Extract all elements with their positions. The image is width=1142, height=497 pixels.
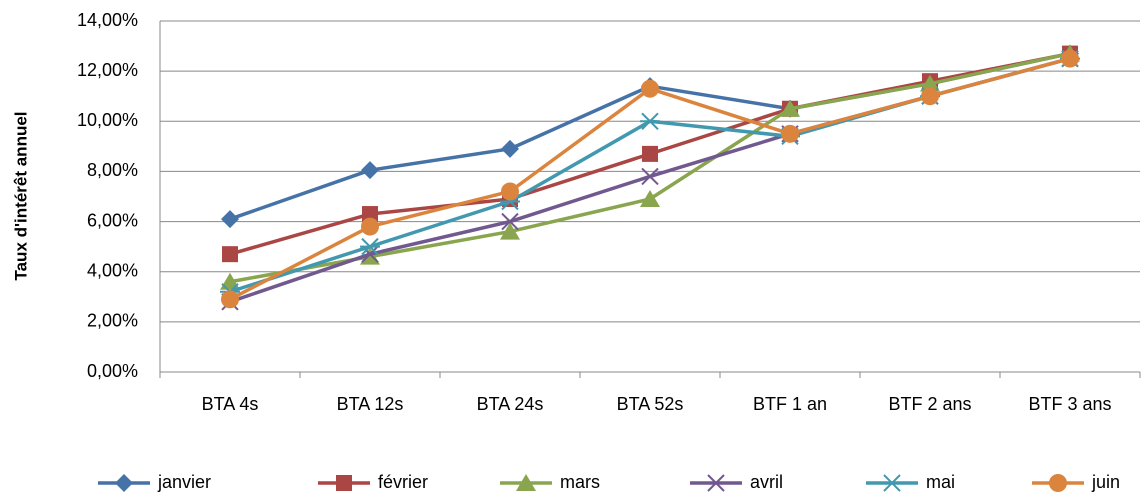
marker — [640, 190, 660, 208]
y-tick-label: 12,00% — [77, 60, 138, 80]
marker — [221, 290, 239, 309]
legend-label: mai — [926, 472, 955, 492]
marker — [500, 222, 520, 240]
x-tick-label: BTF 2 ans — [888, 394, 971, 414]
marker — [516, 474, 536, 491]
x-tick-label: BTF 1 an — [753, 394, 827, 414]
y-tick-label: 6,00% — [87, 210, 138, 230]
legend-label: juin — [1091, 472, 1120, 492]
marker — [642, 145, 658, 162]
marker — [641, 167, 659, 186]
marker — [921, 87, 939, 106]
y-tick-label: 10,00% — [77, 110, 138, 130]
y-tick-label: 8,00% — [87, 160, 138, 180]
marker — [501, 212, 519, 231]
legend-label: avril — [750, 472, 783, 492]
marker — [501, 182, 519, 201]
y-tick-label: 4,00% — [87, 260, 138, 280]
marker — [361, 161, 379, 180]
marker — [1061, 49, 1079, 68]
marker — [360, 237, 380, 256]
x-tick-label: BTA 52s — [617, 394, 684, 414]
marker — [222, 246, 238, 263]
marker — [362, 206, 378, 223]
x-tick-label: BTF 3 ans — [1028, 394, 1111, 414]
marker — [221, 210, 239, 229]
x-tick-label: BTA 24s — [477, 394, 544, 414]
marker — [640, 112, 660, 130]
y-tick-label: 2,00% — [87, 311, 138, 331]
marker — [1049, 474, 1067, 492]
legend-label: mars — [560, 472, 600, 492]
marker — [501, 139, 519, 158]
marker — [780, 99, 800, 117]
y-tick-label: 14,00% — [77, 10, 138, 30]
marker — [707, 474, 725, 492]
marker — [781, 124, 799, 143]
marker — [641, 79, 659, 98]
y-tick-label: 0,00% — [87, 361, 138, 381]
legend-label: février — [378, 472, 428, 492]
marker — [882, 474, 902, 492]
x-tick-label: BTA 4s — [202, 394, 259, 414]
marker — [920, 74, 940, 92]
marker — [361, 217, 379, 236]
x-tick-label: BTA 12s — [337, 394, 404, 414]
legend-label: janvier — [157, 472, 211, 492]
marker — [115, 474, 133, 492]
y-axis-label: Taux d'intérêt annuel — [11, 111, 30, 280]
marker — [336, 475, 352, 491]
